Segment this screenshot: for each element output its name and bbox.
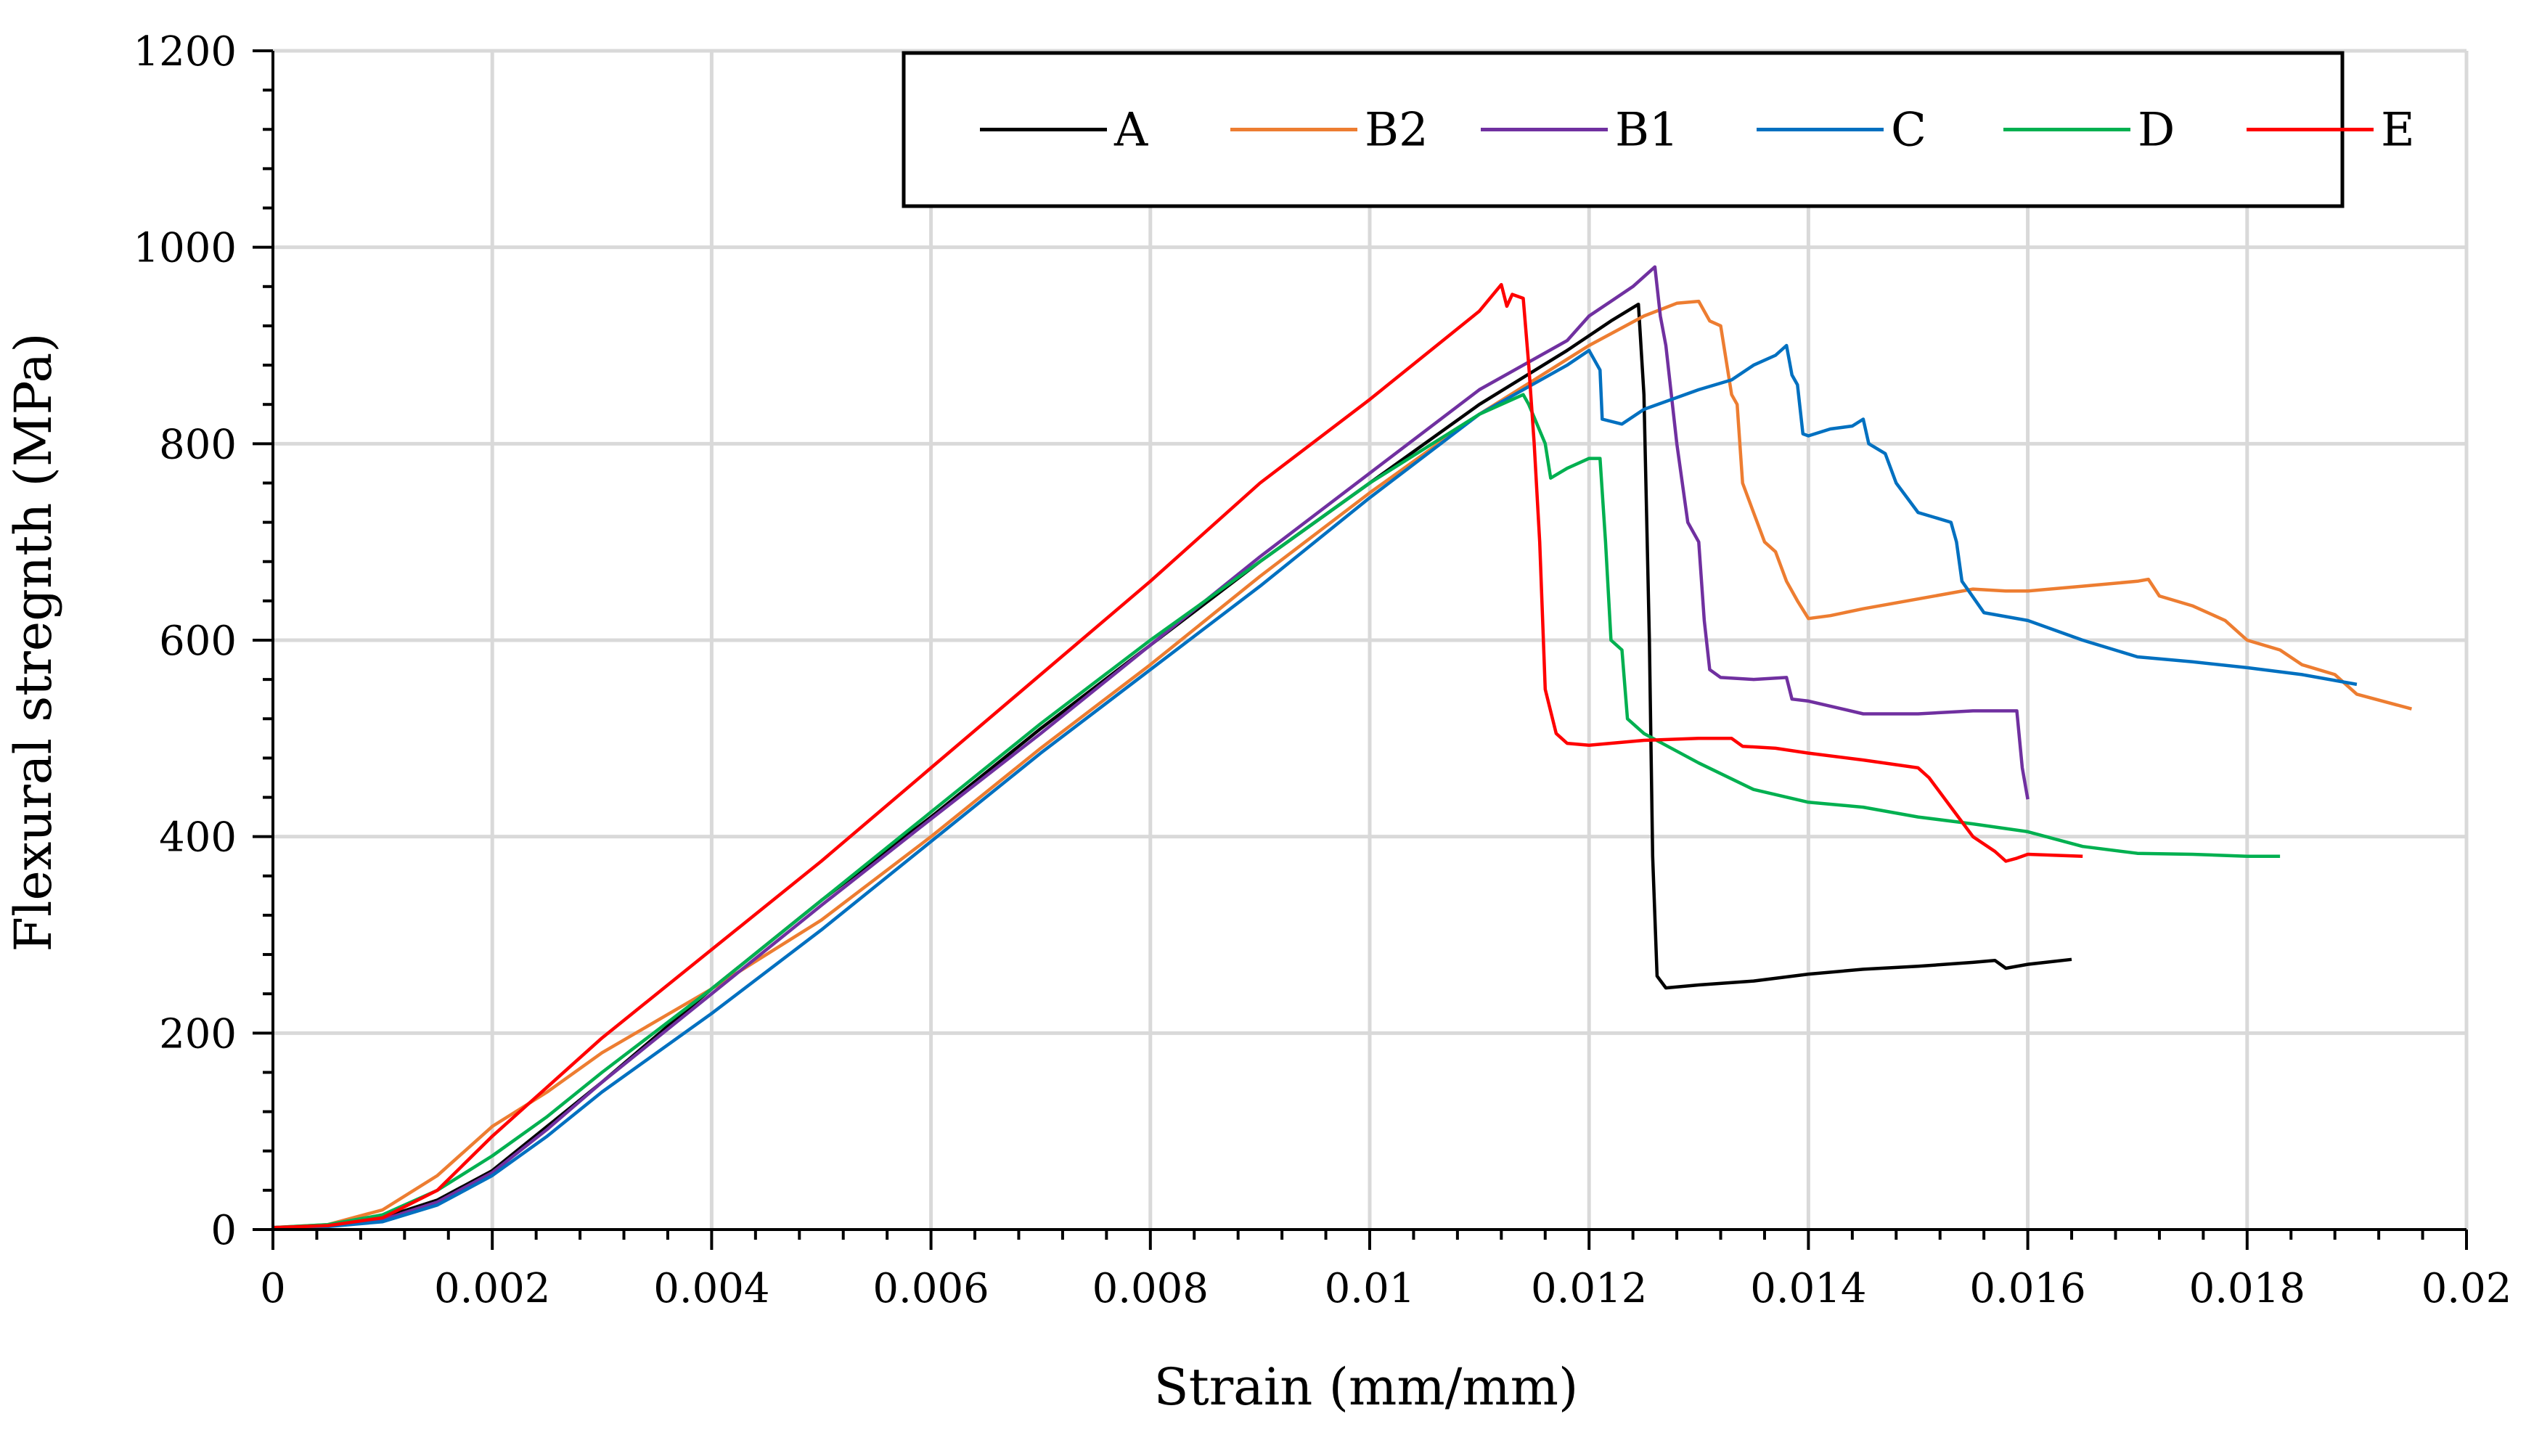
x-tick-label: 0.004 [653, 1265, 769, 1312]
legend-label-a: A [1113, 104, 1148, 158]
x-tick-label: 0 [260, 1265, 286, 1312]
tick-labels: 0 200 400 600 800 1000 1200 0 0.002 0.004 0.006 0.0… [133, 28, 2511, 1312]
x-tick-label: 0.018 [2189, 1265, 2305, 1312]
x-tick-label: 0.008 [1092, 1265, 1209, 1312]
series-line-b2 [272, 299, 2412, 1230]
x-tick-label: 0.016 [1969, 1265, 2085, 1312]
axes [253, 49, 2468, 1250]
series-line-e [272, 282, 2083, 1230]
x-tick-label: 0.02 [2421, 1265, 2512, 1312]
legend: A B2 B1 C D E [902, 51, 2415, 208]
y-tick-label: 600 [159, 618, 237, 665]
x-axis-title: Strain (mm/mm) [1154, 1357, 1579, 1417]
y-tick-label: 200 [159, 1010, 237, 1058]
y-tick-label: 800 [159, 421, 237, 468]
y-tick-label: 0 [211, 1207, 237, 1254]
series-line-c [272, 343, 2358, 1230]
legend-label-e: E [2381, 104, 2415, 158]
x-tick-label: 0.002 [434, 1265, 550, 1312]
y-tick-label: 1000 [133, 225, 237, 272]
legend-label-b2: B2 [1365, 104, 1429, 158]
x-tick-label: 0.01 [1325, 1265, 1415, 1312]
x-tick-label: 0.006 [872, 1265, 989, 1312]
y-axis-title: Flexural stregnth (MPa) [4, 332, 63, 952]
series-line-b1 [272, 265, 2030, 1230]
y-tick-label: 1200 [133, 28, 237, 75]
legend-label-d: D [2138, 104, 2175, 158]
legend-label-c: C [1891, 104, 1926, 158]
legend-label-b1: B1 [1615, 104, 1679, 158]
series-line-d [272, 393, 2281, 1230]
series-lines [272, 265, 2412, 1230]
x-tick-label: 0.014 [1750, 1265, 1866, 1312]
y-tick-label: 400 [159, 814, 237, 862]
x-tick-label: 0.012 [1531, 1265, 1647, 1312]
